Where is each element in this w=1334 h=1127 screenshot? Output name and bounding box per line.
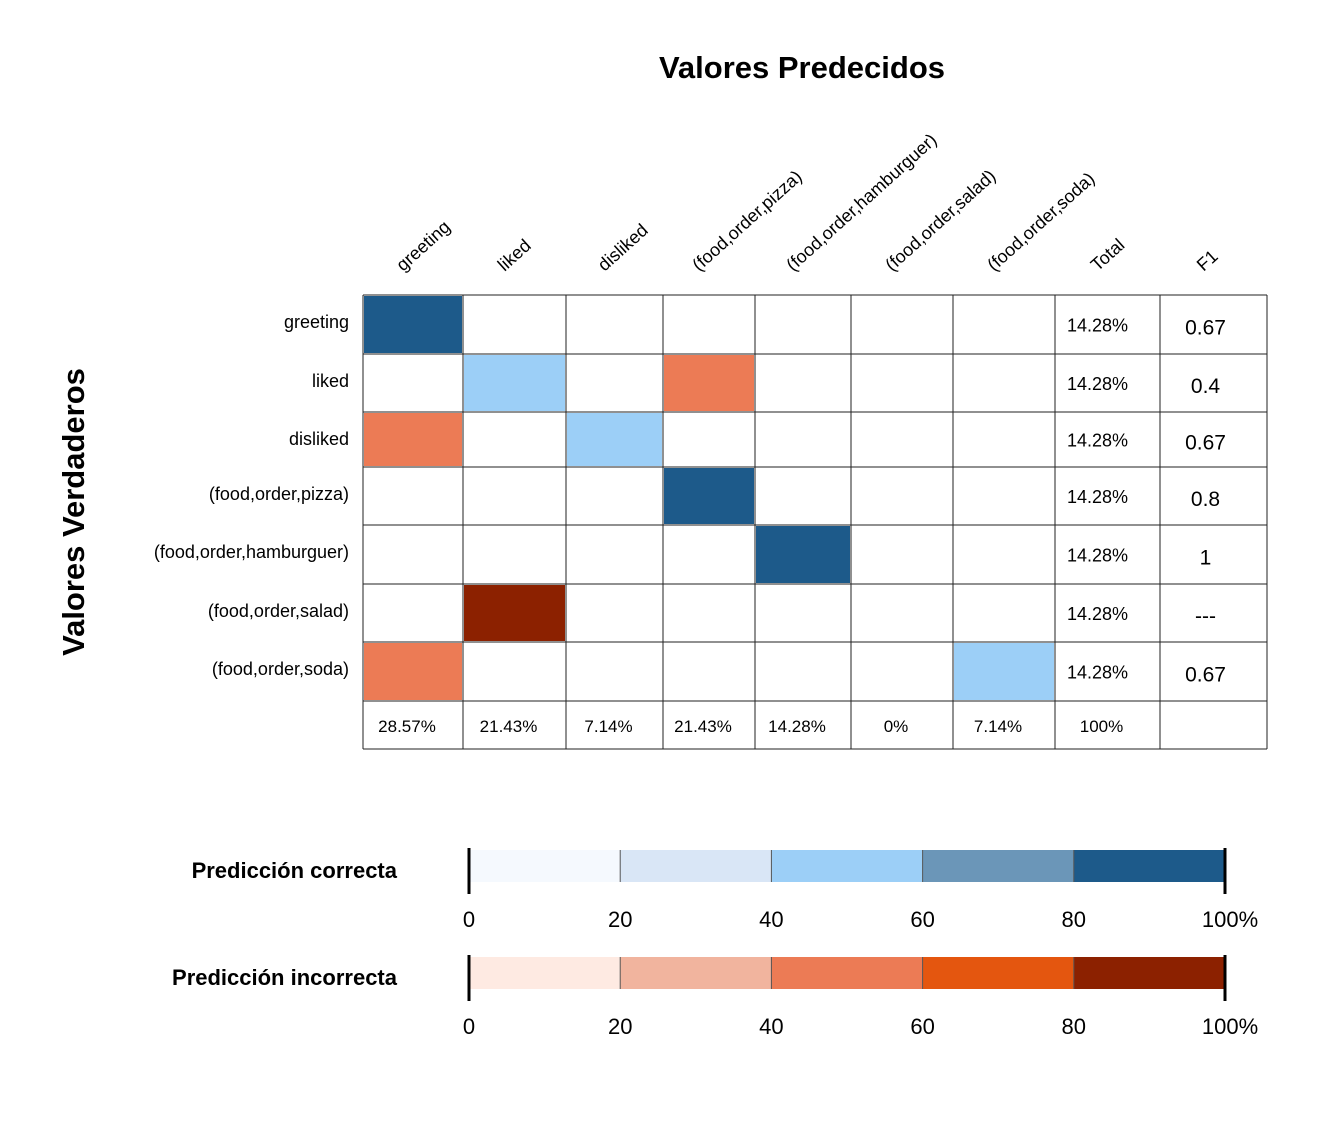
row-label-0: greeting [284,312,349,332]
legend-swatch-1-4 [1073,957,1225,989]
column-total-0: 28.57% [378,717,436,736]
f1-value-1: 0.4 [1191,375,1221,398]
column-total-7: 100% [1080,717,1123,736]
legend-tick-0-0: 0 [463,907,475,932]
matrix-cell-r2-c2 [567,413,662,466]
f1-value-5: --- [1195,605,1216,628]
chart-title: Valores Predecidos [658,50,946,85]
row-total-1: 14.28% [1067,374,1128,394]
column-header-6: (food,order,soda) [983,168,1098,275]
f1-value-4: 1 [1200,547,1212,570]
row-total-5: 14.28% [1067,604,1128,624]
row-total-0: 14.28% [1067,316,1128,336]
legend-swatch-0-0 [469,850,621,882]
column-total-2: 7.14% [584,717,632,736]
row-label-5: (food,order,salad) [208,601,349,621]
legend-swatch-1-0 [469,957,621,989]
legend-tick-0-5: 100% [1202,907,1258,932]
legend-tick-1-5: 100% [1202,1014,1258,1039]
legend-tick-0-4: 80 [1062,907,1086,932]
column-total-5: 0% [884,717,909,736]
matrix-cell-r0-c0 [364,296,462,353]
column-header-7: Total [1087,235,1129,275]
f1-value-2: 0.67 [1185,432,1226,455]
legend-tick-0-1: 20 [608,907,632,932]
column-total-1: 21.43% [480,717,538,736]
legend-swatch-1-2 [771,957,923,989]
matrix-cell-r1-c1 [464,355,565,411]
matrix-cell-r6-c6 [954,643,1054,700]
legend-swatch-0-1 [620,850,772,882]
column-total-3: 21.43% [674,717,732,736]
column-header-2: disliked [594,220,652,275]
legend-swatch-0-4 [1073,850,1225,882]
legend-tick-1-2: 40 [759,1014,783,1039]
row-total-4: 14.28% [1067,546,1128,566]
legend-tick-0-3: 60 [910,907,934,932]
column-total-6: 7.14% [974,717,1022,736]
legend-tick-1-3: 60 [910,1014,934,1039]
matrix-cell-r2-c0 [364,413,462,466]
legend-tick-0-2: 40 [759,907,783,932]
f1-value-6: 0.67 [1185,664,1226,687]
matrix-cell-r1-c3 [664,355,754,411]
row-label-4: (food,order,hamburguer) [154,542,349,562]
matrix-cell-r5-c1 [464,585,565,641]
row-total-2: 14.28% [1067,431,1128,451]
legend-label-0: Predicción correcta [192,858,398,883]
legend-tick-1-1: 20 [608,1014,632,1039]
legend-swatch-0-2 [771,850,923,882]
column-total-4: 14.28% [768,717,826,736]
row-total-3: 14.28% [1067,487,1128,507]
row-total-6: 14.28% [1067,663,1128,683]
column-header-0: greeting [392,217,454,275]
f1-value-0: 0.67 [1185,317,1226,340]
matrix-cell-r3-c3 [664,468,754,524]
row-label-1: liked [312,371,349,391]
matrix-cell-r4-c4 [756,526,850,583]
matrix-cell-r6-c0 [364,643,462,700]
f1-value-3: 0.8 [1191,488,1220,511]
legend-swatch-1-1 [620,957,772,989]
legend-tick-1-0: 0 [463,1014,475,1039]
legend-swatch-0-3 [922,850,1074,882]
row-label-2: disliked [289,429,349,449]
column-header-8: F1 [1193,246,1222,275]
legend-swatch-1-3 [922,957,1074,989]
row-label-3: (food,order,pizza) [209,484,349,504]
row-label-6: (food,order,soda) [212,659,349,679]
column-header-5: (food,order,salad) [881,166,999,275]
legend-tick-1-4: 80 [1062,1014,1086,1039]
legend-label-1: Predicción incorrecta [172,965,398,990]
column-header-1: liked [494,235,535,275]
